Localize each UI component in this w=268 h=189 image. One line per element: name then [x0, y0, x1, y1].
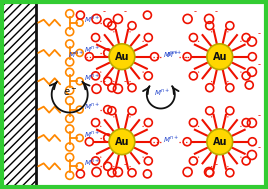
- Text: -: -: [102, 160, 106, 169]
- Text: $M^{n+}$: $M^{n+}$: [163, 50, 179, 60]
- Text: $M^{n+}$: $M^{n+}$: [84, 15, 100, 25]
- Text: $M^{n+}$: $M^{n+}$: [166, 50, 182, 60]
- Text: $M^{n+}$: $M^{n+}$: [84, 45, 100, 55]
- Circle shape: [207, 129, 233, 155]
- Text: -: -: [124, 160, 127, 169]
- Bar: [0, 0, 36, 189]
- Text: $M^{n+}$: $M^{n+}$: [84, 73, 100, 83]
- Text: -: -: [258, 111, 261, 120]
- Text: -: -: [193, 160, 197, 169]
- Circle shape: [109, 44, 135, 70]
- Text: $M^{n+}$: $M^{n+}$: [163, 135, 179, 145]
- Text: $M^{n+}$: $M^{n+}$: [154, 87, 170, 98]
- Text: $M^{n+}$: $M^{n+}$: [84, 158, 100, 168]
- Text: -: -: [215, 7, 218, 16]
- Text: $e^-$: $e^-$: [63, 87, 78, 98]
- Text: Au: Au: [115, 137, 129, 147]
- Text: -: -: [102, 7, 106, 16]
- Text: $M^{n+}$: $M^{n+}$: [84, 101, 100, 112]
- Circle shape: [109, 129, 135, 155]
- Text: Au: Au: [213, 137, 227, 147]
- Text: Au: Au: [115, 52, 129, 62]
- Text: Au: Au: [213, 52, 227, 62]
- Circle shape: [207, 44, 233, 70]
- Text: $M^{n+}$: $M^{n+}$: [68, 50, 84, 60]
- Text: -: -: [124, 77, 127, 86]
- Text: -: -: [102, 77, 106, 86]
- Text: -: -: [258, 60, 261, 69]
- Text: -: -: [124, 7, 127, 16]
- Text: -: -: [215, 160, 218, 169]
- Text: -: -: [258, 30, 261, 39]
- Text: $M^{n+}$: $M^{n+}$: [84, 130, 100, 140]
- Text: -: -: [193, 7, 197, 16]
- Text: -: -: [258, 143, 261, 152]
